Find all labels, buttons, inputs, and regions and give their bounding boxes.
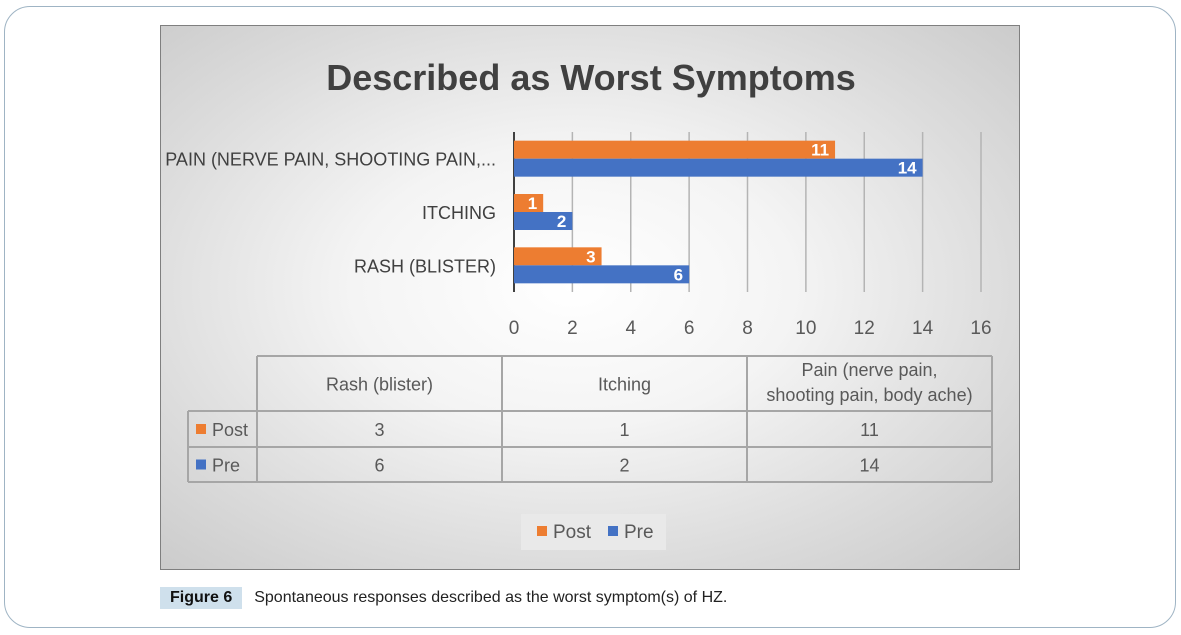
table-cell: 1 bbox=[619, 420, 629, 440]
bar-post bbox=[514, 194, 544, 212]
category-label: RASH (BLISTER) bbox=[354, 256, 496, 276]
chart-container: Described as Worst Symptoms 0 2 4 6 8 10 12 14 16… bbox=[160, 25, 1020, 570]
x-tick-label: 2 bbox=[567, 318, 578, 339]
bar-data-label: 1 bbox=[528, 194, 537, 213]
bar-data-label: 2 bbox=[557, 212, 566, 231]
x-tick-label: 12 bbox=[854, 318, 875, 339]
x-tick-label: 4 bbox=[625, 318, 636, 339]
bar-post bbox=[514, 140, 836, 159]
table-legend-key bbox=[196, 424, 206, 434]
figure-caption-text: Spontaneous responses described as the w… bbox=[254, 589, 728, 606]
chart-title: Described as Worst Symptoms bbox=[326, 57, 856, 98]
table-cell: 14 bbox=[859, 456, 879, 476]
bar-pre bbox=[514, 158, 923, 177]
table-row-label: Post bbox=[212, 420, 248, 440]
table-header: Rash (blister) bbox=[326, 375, 433, 395]
bar-data-label: 11 bbox=[811, 141, 829, 160]
table-header: Itching bbox=[598, 375, 651, 395]
bar-post bbox=[514, 247, 602, 266]
x-tick-label: 6 bbox=[684, 318, 695, 339]
x-tick-label: 16 bbox=[970, 318, 991, 339]
bar-data-label: 6 bbox=[674, 265, 683, 284]
figure-frame bbox=[4, 6, 1176, 628]
table-cell: 3 bbox=[374, 420, 384, 440]
table-row-label: Pre bbox=[212, 456, 240, 476]
x-tick-label: 8 bbox=[742, 318, 753, 339]
legend-label: Post bbox=[553, 522, 592, 543]
legend-swatch-post bbox=[537, 526, 547, 536]
x-tick-label: 10 bbox=[795, 318, 816, 339]
category-label: PAIN (NERVE PAIN, SHOOTING PAIN,... bbox=[165, 150, 496, 170]
table-cell: 6 bbox=[374, 456, 384, 476]
x-tick-label: 0 bbox=[509, 318, 520, 339]
table-cell: 11 bbox=[860, 420, 879, 440]
legend-label: Pre bbox=[624, 522, 654, 543]
bar-data-label: 3 bbox=[586, 247, 595, 266]
table-cell: 2 bbox=[619, 456, 629, 476]
category-label: ITCHING bbox=[422, 203, 496, 223]
x-tick-label: 14 bbox=[912, 318, 934, 339]
bar-pre bbox=[514, 265, 690, 284]
figure-caption: Figure 6 Spontaneous responses described… bbox=[160, 586, 727, 610]
bar-data-label: 14 bbox=[898, 159, 917, 178]
table-legend-key bbox=[196, 459, 206, 470]
bar-pre bbox=[514, 212, 573, 230]
legend-swatch-pre bbox=[608, 526, 618, 536]
figure-label: Figure 6 bbox=[160, 587, 243, 609]
table-header: Pain (nerve pain, shooting pain, body ach… bbox=[766, 360, 972, 405]
